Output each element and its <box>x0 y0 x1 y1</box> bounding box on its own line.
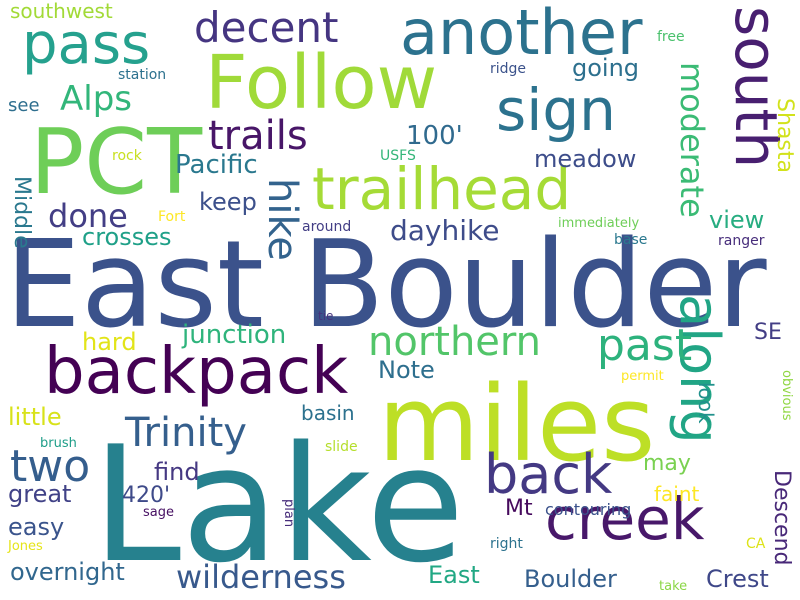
word-trailhead: trailhead <box>312 155 572 223</box>
word-brush: brush <box>40 436 77 451</box>
word-look: look <box>694 382 718 424</box>
word-pct: PCT <box>30 110 203 215</box>
word-base: base <box>614 232 648 248</box>
word-se: SE <box>754 320 782 345</box>
word-junction: junction <box>182 320 287 350</box>
word-meadow: meadow <box>534 145 637 173</box>
word-moderate: moderate <box>673 62 711 218</box>
word-mt: Mt <box>505 496 533 521</box>
word-past: past <box>597 320 693 371</box>
word-keep: keep <box>199 188 257 216</box>
word-sage: sage <box>143 505 174 520</box>
word-immediately: immediately <box>558 216 640 231</box>
word-right: right <box>490 536 523 552</box>
word-hike: hike <box>259 178 305 261</box>
word-tie: tie <box>318 309 334 323</box>
word-dayhike: dayhike <box>390 214 500 247</box>
word-boulder: Boulder <box>524 565 617 593</box>
word-easy: easy <box>8 513 65 541</box>
word-descend: Descend <box>769 470 794 566</box>
word-east-boulder: East Boulder <box>5 216 767 355</box>
word-east: East <box>428 561 480 589</box>
word-contouring: contouring <box>545 500 632 519</box>
word-hard: hard <box>82 328 137 356</box>
word-slide: slide <box>325 439 358 455</box>
word-wilderness: wilderness <box>176 558 346 596</box>
word-around: around <box>302 219 352 235</box>
word-ca: CA <box>746 536 766 552</box>
word-another: another <box>400 0 643 69</box>
word-plan: plan <box>281 499 296 528</box>
word-shasta: Shasta <box>772 98 797 173</box>
word-permit: permit <box>621 369 664 384</box>
word-northern: northern <box>368 319 542 365</box>
word-trinity: Trinity <box>125 410 247 456</box>
word-two: two <box>10 441 91 492</box>
word-decent: decent <box>194 3 339 52</box>
word-obvious: obvious <box>779 370 794 421</box>
word-going: going <box>572 54 640 82</box>
word-back: back <box>484 443 613 506</box>
word-miles: miles <box>378 363 656 485</box>
word-crest: Crest <box>706 565 769 593</box>
word-pass: pass <box>22 12 151 77</box>
word-sign: sign <box>496 76 616 144</box>
word-100: 100' <box>406 121 463 151</box>
word-jones: Jones <box>8 539 43 554</box>
word-pacific: Pacific <box>175 150 258 180</box>
word-southwest: southwest <box>10 0 113 23</box>
word-creek: creek <box>545 485 705 553</box>
word-little: little <box>8 403 62 431</box>
word-faint: faint <box>654 482 700 506</box>
word-rock: rock <box>112 148 142 164</box>
word-alps: Alps <box>60 79 133 119</box>
word-trails: trails <box>208 113 308 159</box>
word-crosses: crosses <box>82 223 172 251</box>
word-note: Note <box>378 356 435 384</box>
word-lake: Lake <box>92 411 465 598</box>
word-may: may <box>643 451 691 476</box>
word-free: free <box>657 29 685 45</box>
word-usfs: USFS <box>380 148 416 164</box>
word-take: take <box>659 579 688 594</box>
word-middle: Middle <box>9 176 34 249</box>
word-station: station <box>118 67 167 83</box>
word-overnight: overnight <box>10 558 125 586</box>
word-find: find <box>154 458 200 486</box>
word-420: 420' <box>122 483 171 508</box>
word-great: great <box>8 480 72 508</box>
word-ranger: ranger <box>718 233 765 249</box>
word-view: view <box>709 206 765 234</box>
word-see: see <box>8 95 40 116</box>
word-follow: Follow <box>205 40 438 126</box>
word-backpack: backpack <box>44 335 349 409</box>
word-ridge: ridge <box>490 61 527 77</box>
word-basin: basin <box>301 401 355 425</box>
word-done: done <box>48 197 128 235</box>
word-fort: Fort <box>158 209 186 225</box>
